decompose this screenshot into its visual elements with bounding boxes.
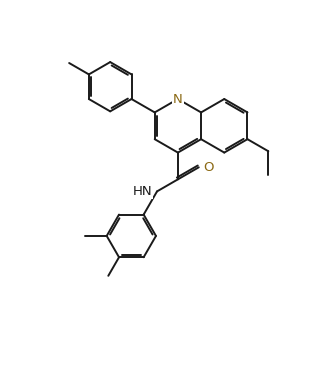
Text: HN: HN [133, 185, 152, 198]
Text: O: O [204, 161, 214, 174]
Text: N: N [173, 93, 183, 105]
